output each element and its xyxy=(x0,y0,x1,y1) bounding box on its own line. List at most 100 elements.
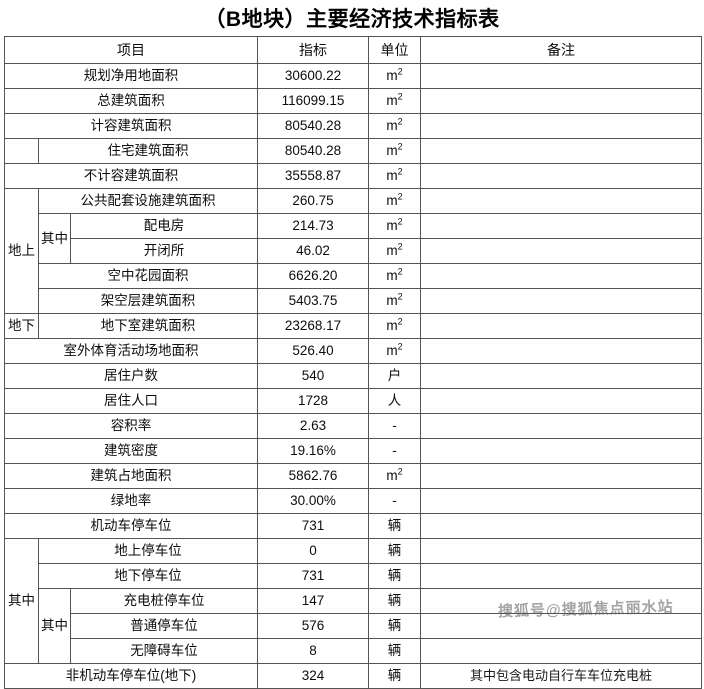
row-item-label: 空中花园面积 xyxy=(38,263,258,289)
row-item-label: 地上停车位 xyxy=(38,538,258,564)
row-unit: 辆 xyxy=(368,538,421,564)
row-remark xyxy=(420,563,702,589)
table-row: 不计容建筑面积 35558.87 m2 xyxy=(4,163,702,189)
row-unit: m2 xyxy=(368,63,421,89)
table-row: 室外体育活动场地面积 526.40 m2 xyxy=(4,338,702,364)
row-unit: m2 xyxy=(368,463,421,489)
row-value: 80540.28 xyxy=(257,138,369,164)
row-value: 35558.87 xyxy=(257,163,369,189)
row-item-label: 充电桩停车位 xyxy=(70,588,258,614)
row-value: 731 xyxy=(257,513,369,539)
row-remark: 其中包含电动自行车车位充电桩 xyxy=(420,663,702,689)
group-label-above-ground: 地上 xyxy=(4,188,39,314)
table-row: 绿地率 30.00% - xyxy=(4,488,702,514)
row-value: 731 xyxy=(257,563,369,589)
row-value: 6626.20 xyxy=(257,263,369,289)
row-value: 540 xyxy=(257,363,369,389)
row-unit: m2 xyxy=(368,238,421,264)
row-value: 324 xyxy=(257,663,369,689)
row-unit: 辆 xyxy=(368,638,421,664)
row-remark xyxy=(420,338,702,364)
table-row: 建筑密度 19.16% - xyxy=(4,438,702,464)
row-value: 116099.15 xyxy=(257,88,369,114)
row-remark xyxy=(420,363,702,389)
row-item-label: 室外体育活动场地面积 xyxy=(4,338,258,364)
row-value: 5862.76 xyxy=(257,463,369,489)
row-unit: m2 xyxy=(368,288,421,314)
row-unit: m2 xyxy=(368,163,421,189)
economic-technical-index-table: 项目 指标 单位 备注 规划净用地面积 30600.22 m2 总建筑面积 11… xyxy=(4,36,702,689)
row-item-label: 配电房 xyxy=(70,213,258,239)
row-item-label: 非机动车停车位(地下) xyxy=(4,663,258,689)
row-unit: 辆 xyxy=(368,588,421,614)
row-remark xyxy=(420,88,702,114)
row-remark xyxy=(420,413,702,439)
row-remark xyxy=(420,388,702,414)
row-item-label: 地下室建筑面积 xyxy=(38,313,258,339)
row-unit: m2 xyxy=(368,263,421,289)
row-item-label: 绿地率 xyxy=(4,488,258,514)
row-item-label: 公共配套设施建筑面积 xyxy=(38,188,258,214)
row-item-label: 不计容建筑面积 xyxy=(4,163,258,189)
row-value: 2.63 xyxy=(257,413,369,439)
row-value: 5403.75 xyxy=(257,288,369,314)
table-row: 架空层建筑面积 5403.75 m2 xyxy=(5,288,702,314)
row-remark xyxy=(420,488,702,514)
row-item-label: 计容建筑面积 xyxy=(4,113,258,139)
row-item-label: 总建筑面积 xyxy=(4,88,258,114)
row-value: 80540.28 xyxy=(257,113,369,139)
table-row: 其中 充电桩停车位 147 辆 xyxy=(5,588,702,664)
page-title: （B地块）主要经济技术指标表 xyxy=(204,8,500,31)
table-row: 其中 配电房 214.73 m2 xyxy=(5,213,702,264)
row-remark xyxy=(420,638,702,664)
row-unit: m2 xyxy=(368,213,421,239)
document-title-bar: （B地块）主要经济技术指标表 xyxy=(0,0,704,36)
table-row: 无障碍车位 8 辆 xyxy=(5,638,702,664)
group-cell-empty xyxy=(4,138,39,164)
row-value: 260.75 xyxy=(257,188,369,214)
group-label-among-which-facilities: 其中 xyxy=(38,213,71,264)
row-item-label: 开闭所 xyxy=(70,238,258,264)
row-value: 0 xyxy=(257,538,369,564)
row-item-label: 建筑占地面积 xyxy=(4,463,258,489)
row-item-label: 规划净用地面积 xyxy=(4,63,258,89)
table-row: 计容建筑面积 80540.28 m2 xyxy=(4,113,702,139)
row-remark xyxy=(420,113,702,139)
row-unit: 人 xyxy=(368,388,421,414)
row-remark-text: 其中包含电动自行车车位充电桩 xyxy=(469,668,652,683)
row-item-label: 居住人口 xyxy=(4,388,258,414)
table-row: 非机动车停车位(地下) 324 辆 其中包含电动自行车车位充电桩 xyxy=(4,663,702,689)
table-row: 建筑占地面积 5862.76 m2 xyxy=(4,463,702,489)
table-row: 其中 地上停车位 0 辆 xyxy=(4,538,702,664)
row-value: 576 xyxy=(257,613,369,639)
table-header-row: 项目 指标 单位 备注 xyxy=(4,36,702,64)
row-unit: m2 xyxy=(368,313,421,339)
row-unit: 辆 xyxy=(368,513,421,539)
table-row: 空中花园面积 6626.20 m2 xyxy=(5,263,702,289)
row-unit: m2 xyxy=(368,338,421,364)
row-remark xyxy=(420,163,702,189)
row-value: 1728 xyxy=(257,388,369,414)
row-item-label: 住宅建筑面积 xyxy=(38,138,258,164)
table-row: 普通停车位 576 辆 xyxy=(5,613,702,639)
row-remark xyxy=(420,513,702,539)
row-value: 8 xyxy=(257,638,369,664)
column-header-unit: 单位 xyxy=(368,36,421,64)
row-item-label: 容积率 xyxy=(4,413,258,439)
row-item-label: 地下停车位 xyxy=(38,563,258,589)
group-label-among-which-underground-parking: 其中 xyxy=(38,588,71,664)
row-remark xyxy=(420,188,702,214)
row-unit: 辆 xyxy=(368,613,421,639)
row-remark xyxy=(420,213,702,239)
row-item-label: 机动车停车位 xyxy=(4,513,258,539)
row-item-label: 架空层建筑面积 xyxy=(38,288,258,314)
table-row: 居住人口 1728 人 xyxy=(4,388,702,414)
table-row: 容积率 2.63 - xyxy=(4,413,702,439)
row-value: 30600.22 xyxy=(257,63,369,89)
row-value: 23268.17 xyxy=(257,313,369,339)
row-remark xyxy=(420,463,702,489)
row-item-label: 普通停车位 xyxy=(70,613,258,639)
row-remark xyxy=(420,613,702,639)
row-remark xyxy=(420,538,702,564)
row-value: 19.16% xyxy=(257,438,369,464)
